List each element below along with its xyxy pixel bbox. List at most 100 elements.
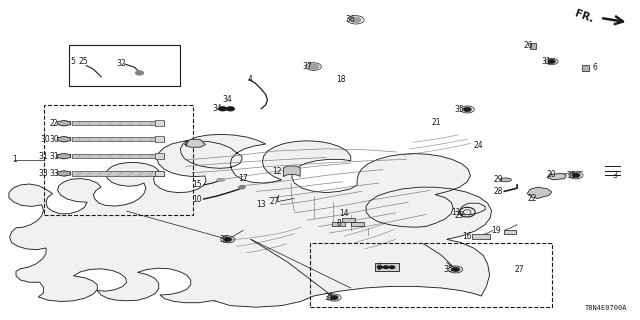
- Text: 36: 36: [346, 15, 356, 24]
- Polygon shape: [9, 134, 492, 307]
- Bar: [530, 43, 536, 49]
- Bar: [504, 230, 516, 234]
- Polygon shape: [547, 173, 566, 180]
- Text: 15: 15: [192, 180, 202, 189]
- Circle shape: [451, 267, 460, 272]
- Polygon shape: [284, 166, 300, 176]
- Text: 26: 26: [524, 41, 534, 50]
- Text: 35: 35: [219, 235, 229, 244]
- Text: 31: 31: [38, 152, 48, 161]
- Text: 2: 2: [50, 119, 54, 128]
- Text: 19: 19: [491, 226, 501, 235]
- Bar: [72, 154, 164, 158]
- Text: 2: 2: [52, 119, 57, 128]
- Bar: [155, 153, 164, 159]
- Text: 35: 35: [443, 265, 453, 274]
- Circle shape: [383, 266, 388, 268]
- Text: 34: 34: [212, 104, 223, 113]
- Bar: [72, 171, 164, 176]
- Bar: [342, 218, 355, 222]
- Text: 10: 10: [192, 195, 202, 204]
- Text: 9: 9: [376, 263, 381, 272]
- Polygon shape: [185, 140, 205, 147]
- Circle shape: [308, 64, 319, 69]
- Text: 25: 25: [78, 57, 88, 66]
- Text: 29: 29: [493, 175, 503, 184]
- Text: 28: 28: [493, 187, 502, 196]
- Ellipse shape: [500, 178, 511, 182]
- Text: 11: 11: [451, 208, 460, 217]
- Circle shape: [378, 266, 383, 268]
- Polygon shape: [58, 121, 70, 126]
- Circle shape: [573, 174, 579, 177]
- Polygon shape: [58, 171, 70, 176]
- Text: 7: 7: [183, 140, 188, 149]
- Text: 35: 35: [454, 105, 465, 114]
- Text: 35: 35: [324, 293, 335, 302]
- Text: 27: 27: [515, 265, 525, 274]
- Circle shape: [351, 17, 361, 22]
- Circle shape: [239, 186, 245, 189]
- Text: 33: 33: [38, 169, 48, 178]
- Text: 5: 5: [70, 57, 76, 66]
- Text: 24: 24: [474, 141, 484, 150]
- Text: 8: 8: [337, 220, 342, 228]
- Bar: [44, 105, 193, 215]
- Text: 32: 32: [116, 60, 127, 68]
- Text: 30: 30: [49, 135, 60, 144]
- Text: 34: 34: [222, 95, 232, 104]
- Polygon shape: [58, 137, 70, 142]
- Text: 3: 3: [612, 171, 617, 180]
- Text: 4: 4: [247, 75, 252, 84]
- Text: 31: 31: [49, 152, 60, 161]
- Bar: [72, 121, 164, 125]
- Polygon shape: [527, 187, 552, 198]
- Text: 27: 27: [269, 197, 279, 206]
- Text: 17: 17: [238, 174, 248, 183]
- Text: 18: 18: [336, 75, 345, 84]
- Circle shape: [572, 173, 580, 178]
- Circle shape: [225, 238, 231, 241]
- Bar: [155, 171, 164, 176]
- Bar: [332, 222, 345, 226]
- Bar: [155, 136, 164, 142]
- Text: 13: 13: [256, 200, 266, 209]
- Circle shape: [548, 60, 555, 63]
- Text: 37: 37: [302, 62, 312, 71]
- Circle shape: [452, 268, 459, 271]
- Text: 14: 14: [339, 209, 349, 218]
- Circle shape: [390, 266, 395, 268]
- Polygon shape: [58, 154, 70, 159]
- Text: 35: 35: [566, 171, 576, 180]
- Bar: [72, 137, 164, 141]
- Circle shape: [463, 107, 472, 112]
- Bar: [472, 234, 490, 239]
- Text: 30: 30: [40, 135, 50, 144]
- Text: 16: 16: [462, 232, 472, 241]
- Text: 1: 1: [12, 156, 17, 164]
- Text: 21: 21: [432, 118, 441, 127]
- Text: 12: 12: [272, 167, 281, 176]
- Text: 23: 23: [454, 211, 465, 220]
- Text: T8N4E0700A: T8N4E0700A: [585, 305, 627, 311]
- Text: 33: 33: [49, 169, 60, 178]
- Bar: [310, 243, 552, 307]
- Circle shape: [548, 60, 556, 63]
- Circle shape: [136, 71, 143, 75]
- Bar: [375, 263, 399, 271]
- Bar: [582, 65, 589, 71]
- Circle shape: [223, 237, 232, 242]
- Text: 6: 6: [593, 63, 598, 72]
- Text: 31: 31: [541, 57, 552, 66]
- Circle shape: [331, 296, 337, 299]
- Text: FR.: FR.: [573, 9, 595, 25]
- Bar: [351, 222, 364, 226]
- Text: 20: 20: [547, 170, 557, 179]
- Ellipse shape: [217, 179, 225, 181]
- Text: 22: 22: [528, 194, 537, 203]
- Circle shape: [227, 107, 234, 111]
- Circle shape: [330, 295, 339, 300]
- Circle shape: [464, 108, 470, 111]
- Circle shape: [219, 107, 227, 111]
- Bar: [155, 120, 164, 126]
